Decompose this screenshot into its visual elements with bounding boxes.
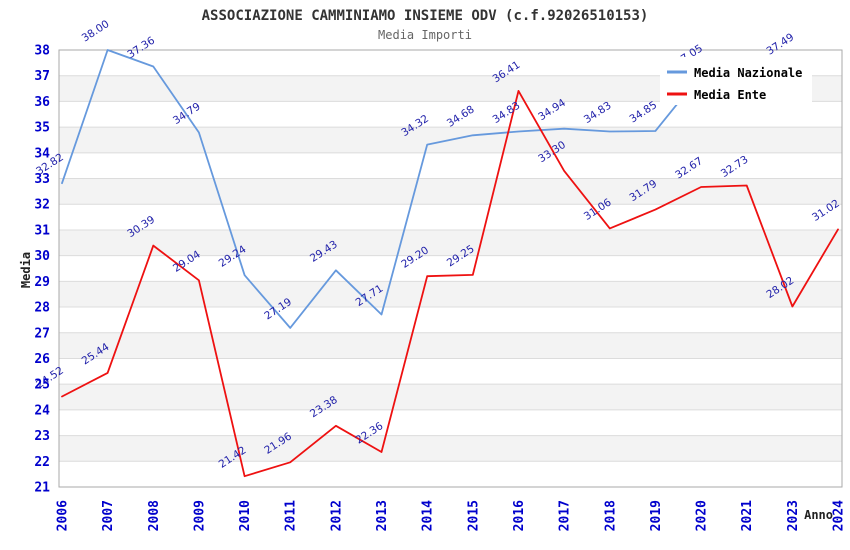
chart-subtitle: Media Importi xyxy=(378,28,472,42)
y-tick-label: 25 xyxy=(34,378,50,393)
x-tick-label: 2006 xyxy=(56,500,71,531)
series-line-media-ente xyxy=(61,90,839,478)
x-tick-label: 2013 xyxy=(375,500,390,531)
plot-band xyxy=(59,332,842,359)
plot-band xyxy=(59,281,842,308)
x-tick-label: 2016 xyxy=(512,500,527,531)
y-tick-label: 22 xyxy=(34,455,50,470)
series-line-media-nazionale xyxy=(61,49,794,329)
x-tick-label: 2011 xyxy=(284,500,299,531)
y-tick-label: 33 xyxy=(34,172,50,187)
x-tick-label: 2020 xyxy=(695,500,710,531)
plot-band xyxy=(59,384,842,410)
legend-label-media-nazionale: Media Nazionale xyxy=(694,66,802,80)
y-tick-label: 28 xyxy=(34,301,50,316)
series-lines xyxy=(61,49,839,478)
x-tick-label: 2021 xyxy=(740,500,755,531)
legend-label-media-ente: Media Ente xyxy=(694,88,766,102)
point-label-media-nazionale: 34.85 xyxy=(627,99,659,125)
y-axis-title: Media xyxy=(19,252,33,288)
point-label-media-nazionale: 34.68 xyxy=(445,103,477,129)
x-tick-label: 2023 xyxy=(786,500,801,531)
x-tick-label: 2010 xyxy=(238,500,253,531)
point-label-media-nazionale: 37.36 xyxy=(125,34,157,61)
y-tick-label: 34 xyxy=(34,146,50,161)
legend: Media Nazionale Media Ente xyxy=(660,57,812,105)
x-tick-label: 2015 xyxy=(466,500,481,531)
x-tick-label: 2018 xyxy=(603,500,618,531)
x-tick-label: 2019 xyxy=(649,500,664,531)
plot-band xyxy=(59,229,842,256)
point-label-media-ente: 32.73 xyxy=(719,154,751,180)
x-tick-label: 2012 xyxy=(329,500,344,531)
x-tick-label: 2009 xyxy=(192,500,207,531)
chart-title: ASSOCIAZIONE CAMMINIAMO INSIEME ODV (c.f… xyxy=(202,8,649,24)
point-label-media-nazionale: 34.83 xyxy=(582,100,614,126)
x-tick-label: 2007 xyxy=(101,500,116,531)
y-tick-label: 21 xyxy=(34,481,50,496)
x-tick-label: 2024 xyxy=(832,500,847,531)
plot-band xyxy=(59,435,842,462)
y-tick-label: 31 xyxy=(34,223,50,238)
point-label-media-ente: 32.67 xyxy=(673,155,705,181)
x-axis-title: Anno xyxy=(804,508,833,522)
y-tick-label: 26 xyxy=(34,352,50,367)
point-label-media-nazionale: 34.79 xyxy=(171,101,203,127)
point-label-media-nazionale: 37.49 xyxy=(764,31,796,57)
x-tick-label: 2014 xyxy=(421,500,436,531)
y-tick-label: 27 xyxy=(34,326,50,341)
y-tick-label: 29 xyxy=(34,275,50,290)
point-label-media-nazionale: 38.00 xyxy=(80,18,112,44)
y-tick-label: 30 xyxy=(34,249,50,264)
y-tick-label: 38 xyxy=(34,44,50,59)
x-tick-label: 2017 xyxy=(558,500,573,531)
x-axis-ticks: 2006 2007 2008 2009 2010 2011 2012 2013 2014 2015… xyxy=(56,500,847,531)
plot-bands xyxy=(59,75,842,462)
y-tick-label: 24 xyxy=(34,403,50,418)
y-tick-label: 32 xyxy=(34,198,50,213)
y-tick-label: 23 xyxy=(34,429,50,444)
plot-band xyxy=(59,178,842,205)
point-label-media-nazionale: 34.83 xyxy=(491,100,523,126)
y-tick-label: 36 xyxy=(34,95,50,110)
legend-box xyxy=(660,57,812,105)
y-tick-label: 35 xyxy=(34,121,50,136)
plot-border xyxy=(58,49,843,488)
y-axis-ticks: 21 22 23 24 25 26 27 28 29 30 31 32 33 34 35 36 37 38 xyxy=(34,44,50,496)
x-tick-label: 2008 xyxy=(147,500,162,531)
y-tick-label: 37 xyxy=(34,69,50,84)
